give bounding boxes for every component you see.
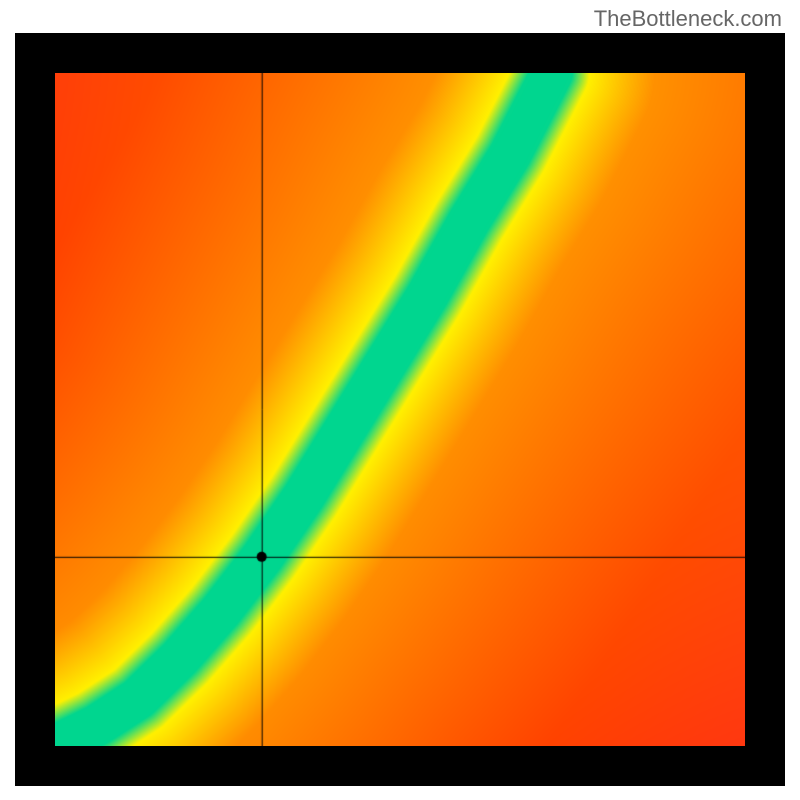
chart-container: TheBottleneck.com — [0, 0, 800, 800]
attribution-text: TheBottleneck.com — [594, 6, 782, 32]
plot-area — [55, 73, 745, 746]
heatmap-canvas — [55, 73, 745, 746]
chart-frame — [15, 33, 785, 786]
